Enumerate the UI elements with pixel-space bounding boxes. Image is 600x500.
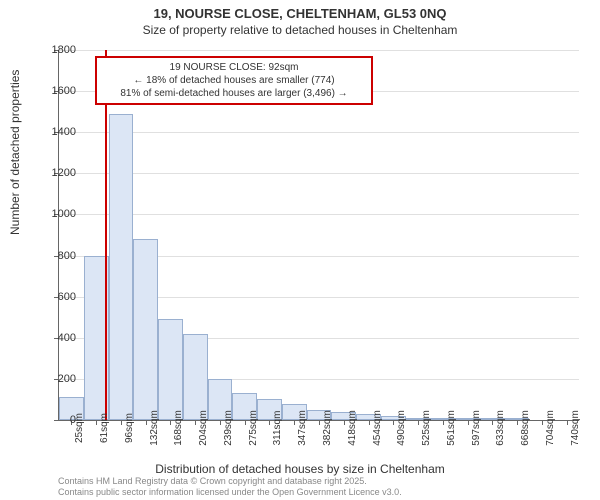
x-tick-mark [170, 420, 171, 425]
x-tick-mark [468, 420, 469, 425]
y-tick-label: 1200 [36, 167, 76, 179]
x-tick-label: 347sqm [297, 410, 308, 446]
x-tick-label: 704sqm [545, 410, 556, 446]
x-tick-mark [369, 420, 370, 425]
histogram-bar [183, 334, 208, 420]
x-tick-mark [443, 420, 444, 425]
x-tick-label: 525sqm [421, 410, 432, 446]
y-tick-label: 800 [36, 250, 76, 262]
histogram-bar [158, 319, 183, 420]
x-tick-mark [195, 420, 196, 425]
x-tick-mark [492, 420, 493, 425]
chart-title-main: 19, NOURSE CLOSE, CHELTENHAM, GL53 0NQ [0, 0, 600, 21]
x-tick-label: 96sqm [124, 413, 135, 443]
y-tick-label: 600 [36, 291, 76, 303]
y-tick-label: 200 [36, 373, 76, 385]
attribution: Contains HM Land Registry data © Crown c… [58, 476, 402, 498]
x-tick-label: 239sqm [223, 410, 234, 446]
y-tick-label: 1400 [36, 126, 76, 138]
plot-area: 19 NOURSE CLOSE: 92sqm ← 18% of detached… [58, 50, 579, 421]
attribution-line2: Contains public sector information licen… [58, 487, 402, 498]
x-tick-mark [344, 420, 345, 425]
x-tick-mark [146, 420, 147, 425]
y-tick-label: 0 [36, 414, 76, 426]
x-tick-label: 633sqm [495, 410, 506, 446]
x-tick-label: 275sqm [248, 410, 259, 446]
x-tick-label: 168sqm [173, 410, 184, 446]
info-line3: 81% of semi-detached houses are larger (… [103, 87, 365, 100]
chart-title-sub: Size of property relative to detached ho… [0, 23, 600, 37]
x-tick-mark [220, 420, 221, 425]
x-tick-label: 382sqm [322, 410, 333, 446]
attribution-line1: Contains HM Land Registry data © Crown c… [58, 476, 402, 487]
x-tick-mark [121, 420, 122, 425]
y-axis-label: Number of detached properties [8, 70, 22, 235]
info-line1: 19 NOURSE CLOSE: 92sqm [103, 61, 365, 74]
x-tick-label: 311sqm [272, 411, 283, 446]
x-tick-label: 132sqm [149, 410, 160, 446]
y-tick-label: 1000 [36, 208, 76, 220]
x-tick-mark [517, 420, 518, 425]
x-tick-label: 61sqm [99, 413, 110, 443]
x-tick-mark [319, 420, 320, 425]
y-tick-label: 1600 [36, 85, 76, 97]
gridline [59, 214, 579, 215]
x-tick-label: 668sqm [520, 410, 531, 446]
histogram-bar [109, 114, 134, 420]
x-tick-label: 740sqm [570, 410, 581, 446]
x-tick-mark [269, 420, 270, 425]
x-tick-label: 561sqm [446, 410, 457, 446]
x-tick-label: 454sqm [372, 410, 383, 446]
x-tick-label: 597sqm [471, 410, 482, 446]
x-tick-mark [96, 420, 97, 425]
y-tick-label: 400 [36, 332, 76, 344]
chart-container: 19, NOURSE CLOSE, CHELTENHAM, GL53 0NQ S… [0, 0, 600, 500]
info-box: 19 NOURSE CLOSE: 92sqm ← 18% of detached… [95, 56, 373, 105]
x-tick-label: 418sqm [347, 410, 358, 446]
gridline [59, 50, 579, 51]
x-tick-mark [393, 420, 394, 425]
info-line2: ← 18% of detached houses are smaller (77… [103, 74, 365, 87]
x-tick-mark [418, 420, 419, 425]
gridline [59, 132, 579, 133]
x-tick-mark [542, 420, 543, 425]
property-marker-line [105, 50, 107, 420]
x-tick-label: 204sqm [198, 410, 209, 446]
x-tick-mark [567, 420, 568, 425]
x-tick-mark [245, 420, 246, 425]
x-tick-label: 490sqm [396, 410, 407, 446]
x-tick-label: 25sqm [74, 413, 85, 443]
histogram-bar [133, 239, 158, 420]
y-tick-label: 1800 [36, 44, 76, 56]
x-tick-mark [294, 420, 295, 425]
gridline [59, 173, 579, 174]
x-axis-label: Distribution of detached houses by size … [0, 462, 600, 476]
